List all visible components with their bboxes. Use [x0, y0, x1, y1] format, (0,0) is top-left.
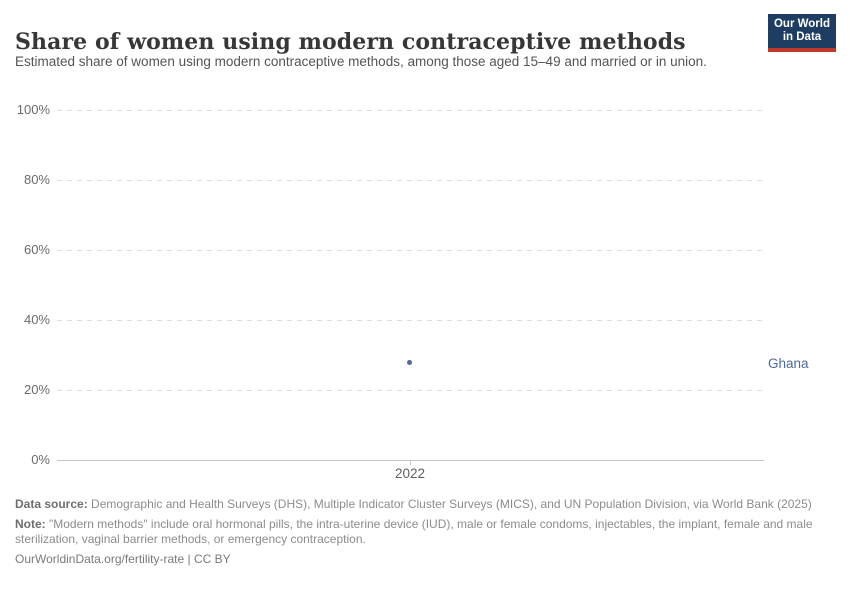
- gridline-60: [57, 250, 764, 251]
- owid-logo-line1: Our World: [773, 17, 830, 30]
- entity-label-ghana[interactable]: Ghana: [768, 356, 809, 371]
- y-tick-label-80: 80%: [23, 172, 50, 187]
- note-line: Note: "Modern methods" include oral horm…: [15, 517, 815, 547]
- y-tick-label-0: 0%: [31, 452, 50, 467]
- chart-title: Share of women using modern contraceptiv…: [15, 28, 686, 55]
- gridline-100: [57, 110, 764, 111]
- chart-subtitle: Estimated share of women using modern co…: [15, 54, 707, 69]
- chart-footer: Data source: Demographic and Health Surv…: [15, 497, 815, 572]
- data-source-line: Data source: Demographic and Health Surv…: [15, 497, 815, 512]
- x-tick-2022: [410, 460, 411, 465]
- citation-url[interactable]: OurWorldinData.org/fertility-rate | CC B…: [15, 552, 231, 566]
- gridline-80: [57, 180, 764, 181]
- gridline-20: [57, 390, 764, 391]
- gridline-40: [57, 320, 764, 321]
- note-label: Note:: [15, 517, 46, 531]
- y-tick-label-100: 100%: [16, 102, 50, 117]
- note-text: "Modern methods" include oral hormonal p…: [15, 517, 813, 546]
- data-source-text: Demographic and Health Surveys (DHS), Mu…: [87, 497, 812, 511]
- owid-logo-line2: in Data: [782, 31, 822, 43]
- data-point-ghana[interactable]: [407, 360, 412, 365]
- data-source-label: Data source:: [15, 497, 88, 511]
- y-tick-label-20: 20%: [23, 382, 50, 397]
- x-tick-label-2022: 2022: [394, 466, 426, 481]
- y-tick-label-40: 40%: [23, 312, 50, 327]
- y-tick-label-60: 60%: [23, 242, 50, 257]
- owid-logo: Our World in Data: [768, 14, 836, 52]
